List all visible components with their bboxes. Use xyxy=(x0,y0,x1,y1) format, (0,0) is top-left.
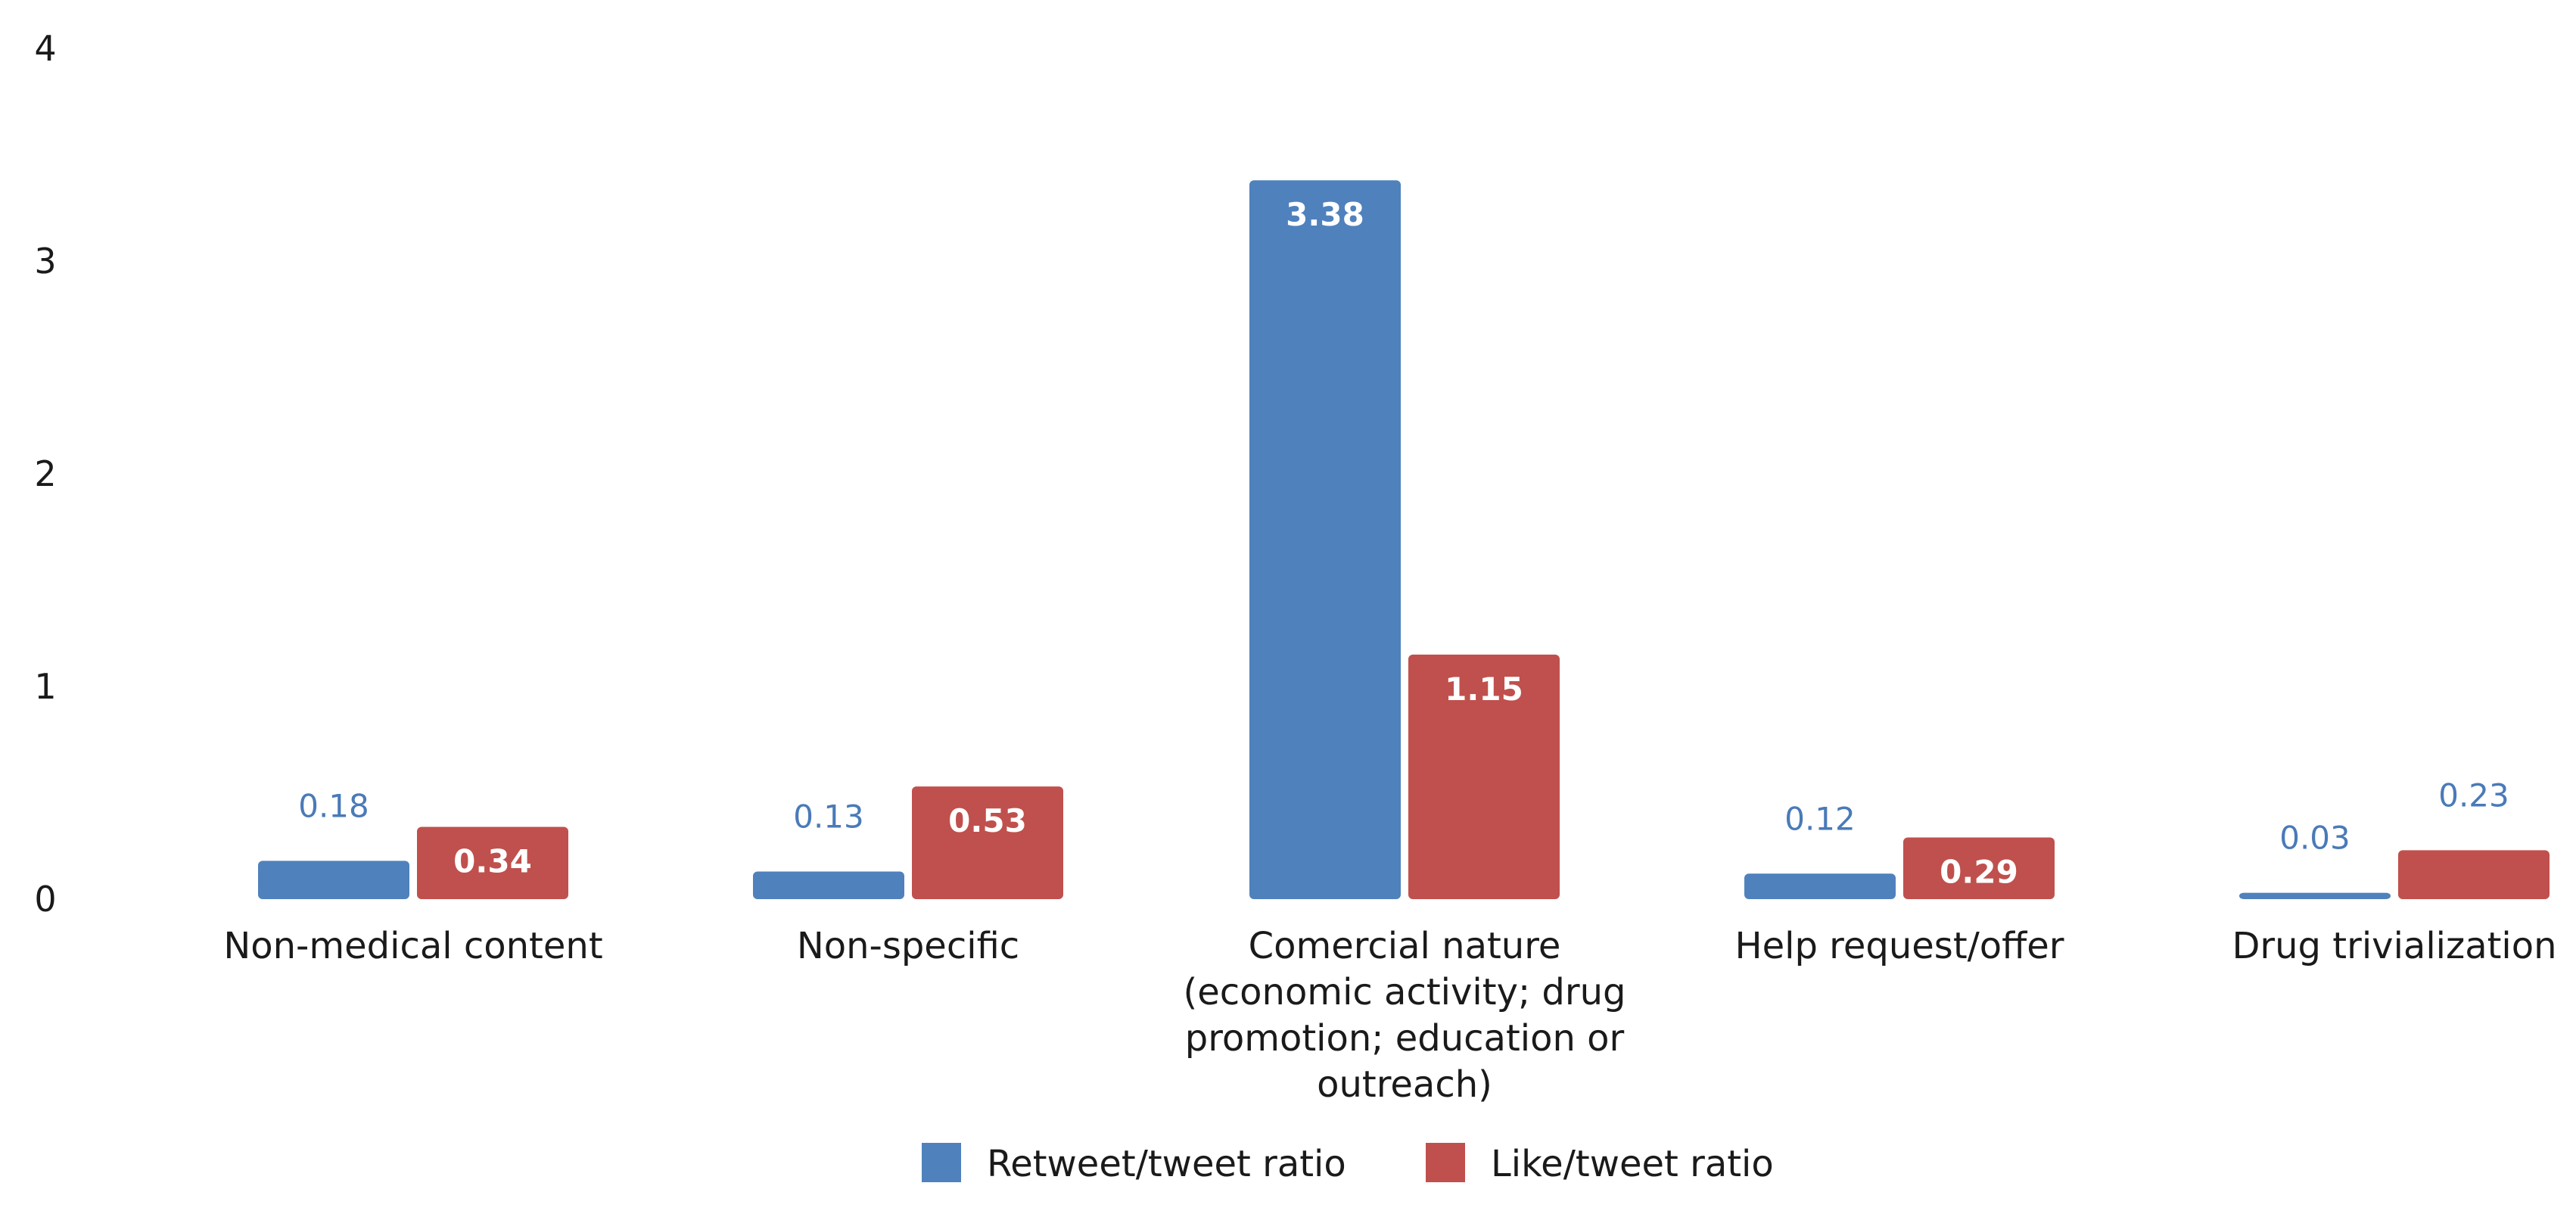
x-category-label: Non-specific xyxy=(797,925,1019,967)
x-category-label: Drug trivialization xyxy=(2232,925,2556,967)
data-label: 3.38 xyxy=(1286,196,1364,233)
data-label: 0.13 xyxy=(793,798,864,835)
y-tick-label: 0 xyxy=(34,879,56,920)
x-axis-labels: Non-medical content Non-specific Comercial… xyxy=(223,925,2556,1106)
bar-retweet-ratio xyxy=(258,861,409,899)
bar-like-ratio xyxy=(2398,850,2550,899)
data-label: 0.34 xyxy=(453,842,532,879)
bar-like-ratio xyxy=(1903,837,2055,899)
x-category-label: outreach) xyxy=(1317,1063,1492,1106)
data-label: 0.23 xyxy=(2438,777,2509,814)
bar-like-ratio xyxy=(417,826,568,899)
bar-retweet-ratio xyxy=(1744,873,1896,899)
bar-retweet-ratio xyxy=(1249,180,1401,900)
x-category-label: promotion; education or xyxy=(1185,1017,1625,1060)
y-tick-label: 2 xyxy=(34,453,56,494)
bar-series xyxy=(258,180,2550,900)
y-tick-label: 4 xyxy=(34,28,56,69)
data-label: 0.12 xyxy=(1784,800,1856,837)
data-label: 0.53 xyxy=(948,802,1027,839)
x-category-label: Non-medical content xyxy=(223,925,602,967)
legend-label: Retweet/tweet ratio xyxy=(987,1143,1346,1185)
x-category-label: Comercial nature xyxy=(1249,925,1561,967)
legend-swatch xyxy=(1426,1143,1465,1182)
bar-like-ratio xyxy=(912,786,1063,899)
x-category-label: (economic activity; drug xyxy=(1184,971,1626,1013)
legend: Retweet/tweet ratio Like/tweet ratio xyxy=(922,1143,1774,1185)
data-label: 0.18 xyxy=(298,787,369,824)
data-label: 0.03 xyxy=(2279,820,2350,857)
data-label: 1.15 xyxy=(1445,671,1523,708)
legend-label: Like/tweet ratio xyxy=(1491,1143,1774,1185)
legend-swatch xyxy=(922,1143,961,1182)
data-labels: 0.18 0.34 0.13 0.53 3.38 1.15 0.12 0.29 0.03 0.23 xyxy=(298,196,2509,890)
bar-retweet-ratio xyxy=(2239,892,2391,899)
bar-like-ratio xyxy=(1408,654,1560,899)
data-label: 0.29 xyxy=(1940,854,2018,891)
x-category-label: Help request/offer xyxy=(1734,925,2064,967)
y-tick-label: 3 xyxy=(34,241,56,282)
y-tick-label: 1 xyxy=(34,666,56,707)
bar-retweet-ratio xyxy=(753,871,904,899)
y-axis-ticks: 0 1 2 3 4 xyxy=(34,28,56,920)
